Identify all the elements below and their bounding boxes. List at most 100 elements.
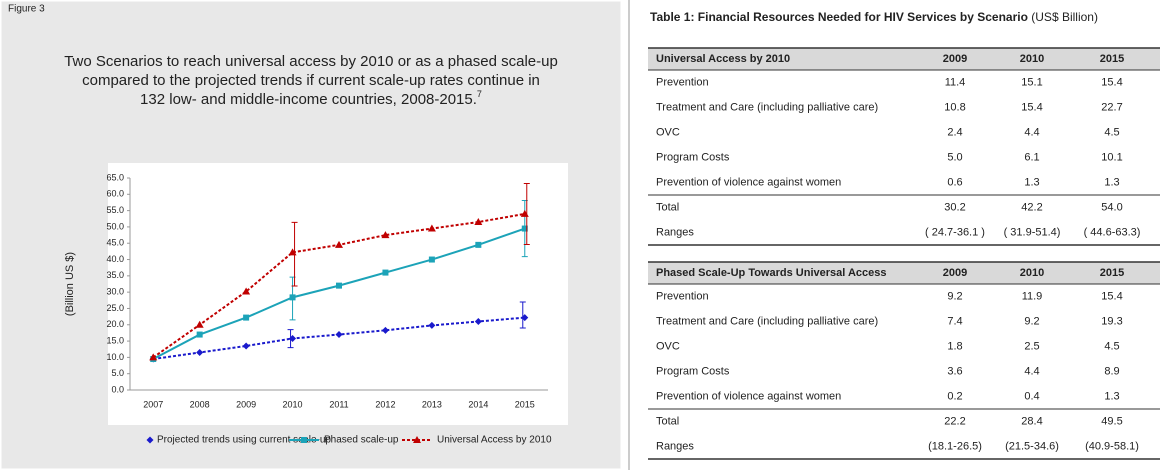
table-cell: 1.8 [947,340,962,352]
table-header-cell: 2015 [1100,267,1124,279]
y-tick-label: 40.0 [106,254,124,264]
table-cell: 15.4 [1101,76,1122,88]
legend-label: Universal Access by 2010 [437,435,552,446]
marker [242,287,251,295]
x-tick-label: 2014 [468,399,488,409]
y-tick-label: 35.0 [106,270,124,280]
chart-title: compared to the projected trends if curr… [82,72,540,89]
table-cell: 1.3 [1024,176,1039,188]
y-tick-label: 50.0 [106,221,124,231]
x-tick-label: 2010 [283,399,303,409]
y-tick-label: 55.0 [106,205,124,215]
table-cell: 4.5 [1104,126,1119,138]
y-tick-label: 15.0 [106,335,124,345]
table-cell: 22.2 [944,415,965,427]
table-cell: Ranges [656,226,694,238]
table-cell: 30.2 [944,201,965,213]
table-cell: 4.5 [1104,340,1119,352]
table-title-unit: (US$ Billion) [1028,10,1098,24]
x-tick-label: 2012 [375,399,395,409]
table-cell: 3.6 [947,365,962,377]
x-tick-label: 2011 [329,399,348,409]
table-header-cell: 2009 [943,53,967,65]
table-cell: 11.9 [1022,290,1043,302]
table-cell: ( 31.9-51.4) [1004,226,1061,238]
table-cell: 15.1 [1021,76,1042,88]
table-cell: Prevention of violence against women [656,176,841,188]
table-cell: 15.4 [1021,101,1042,113]
table-cell: 11.4 [945,76,966,88]
table-cell: Ranges [656,440,694,452]
table-cell: 4.4 [1024,365,1039,377]
table-cell: Prevention [656,290,709,302]
figure-border [0,0,622,470]
table-cell: 8.9 [1104,365,1119,377]
table-cell: 6.1 [1024,151,1039,163]
axes: 0.0 5.0 10.0 15.0 20.0 25.0 30.0 35.0 40.0 45.0 50… [106,172,548,409]
marker [149,353,158,361]
table-header-cell: Phased Scale-Up Towards Universal Access [656,267,887,279]
y-tick-label: 65.0 [106,172,124,182]
table-cell: Prevention of violence against women [656,390,841,402]
y-tick-label: 25.0 [106,303,124,313]
marker [289,294,296,301]
table-cell: OVC [656,340,680,352]
marker [336,282,342,289]
table-cell: ( 24.7-36.1 ) [925,226,985,238]
y-tick-label: 30.0 [106,287,124,297]
marker [427,224,436,232]
series [149,183,530,361]
table-cell: Prevention [656,76,709,88]
marker [196,348,204,356]
x-tick-label: 2007 [143,399,163,409]
table-cell: Program Costs [656,151,730,163]
table-cell: (40.9-58.1) [1085,440,1139,452]
table-header-cell: 2010 [1020,53,1044,65]
x-tick-label: 2013 [422,399,442,409]
table-cell: 0.2 [947,390,962,402]
marker [428,321,436,329]
marker [195,320,204,328]
table-title-main: Table 1: Financial Resources Needed for … [650,10,1028,24]
marker [413,436,421,443]
chart-title: Two Scenarios to reach universal access … [64,53,558,70]
y-tick-label: 45.0 [106,238,124,248]
legend-label: Phased scale-up [324,435,399,446]
marker [288,248,297,256]
table-cell: 28.4 [1021,415,1042,427]
marker [196,331,203,338]
marker [335,331,343,339]
x-tick-label: 2015 [515,399,535,409]
table-cell: (18.1-26.5) [928,440,982,452]
legend-label: Projected trends using current scale-up [157,435,331,446]
marker [301,437,307,443]
table-header-bg [648,262,1160,284]
table-cell: 2.5 [1024,340,1039,352]
y-tick-label: 10.0 [106,352,124,362]
table-cell: OVC [656,126,680,138]
marker [474,318,482,326]
table-title: Table 1: Financial Resources Needed for … [650,10,1098,24]
marker [474,218,483,226]
y-tick-label: 60.0 [106,189,124,199]
table-cell: 19.3 [1101,315,1122,327]
marker [382,269,389,276]
table-header-bg [648,48,1160,70]
chart-box [108,163,568,425]
series [149,301,529,363]
chart-title: 132 low- and middle-income countries, 20… [140,89,482,108]
marker [242,342,250,350]
y-tick-label: 20.0 [106,319,124,329]
title-note: 7 [477,89,482,99]
marker [381,326,389,334]
table-cell: 10.8 [944,101,965,113]
marker [289,334,297,342]
table-cell: 54.0 [1101,201,1122,213]
marker [381,231,390,239]
table-header-cell: Universal Access by 2010 [656,53,790,65]
table-cell: 22.7 [1101,101,1122,113]
table-cell: 0.4 [1024,390,1039,402]
marker [335,240,343,248]
y-axis-label: (Billion US $) [64,252,76,316]
marker [520,209,529,217]
